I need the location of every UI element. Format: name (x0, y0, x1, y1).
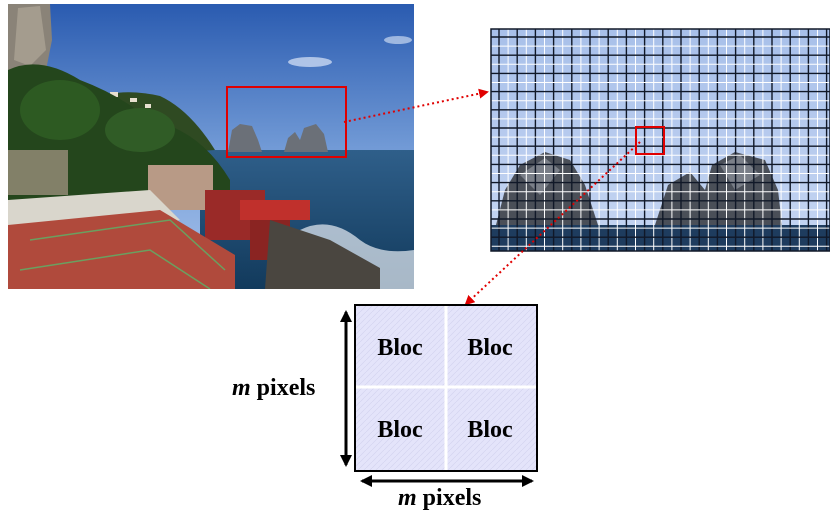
block-cell-top-right: Bloc (467, 335, 513, 361)
zoomed-region (491, 29, 830, 251)
source-photo (8, 4, 414, 289)
block-cell-top-left: Bloc (377, 335, 423, 361)
block-selection-square (635, 126, 665, 155)
pixel-grid (491, 29, 830, 251)
block-cell-bottom-right: Bloc (467, 417, 513, 443)
block-cell-bottom-left: Bloc (377, 417, 423, 443)
vertical-dimension-label: m pixels (232, 375, 315, 401)
zoom-arrow (343, 88, 489, 123)
block-diagram: Bloc Bloc Bloc Bloc (354, 304, 538, 472)
horizontal-dimension-label: m pixels (398, 485, 481, 511)
